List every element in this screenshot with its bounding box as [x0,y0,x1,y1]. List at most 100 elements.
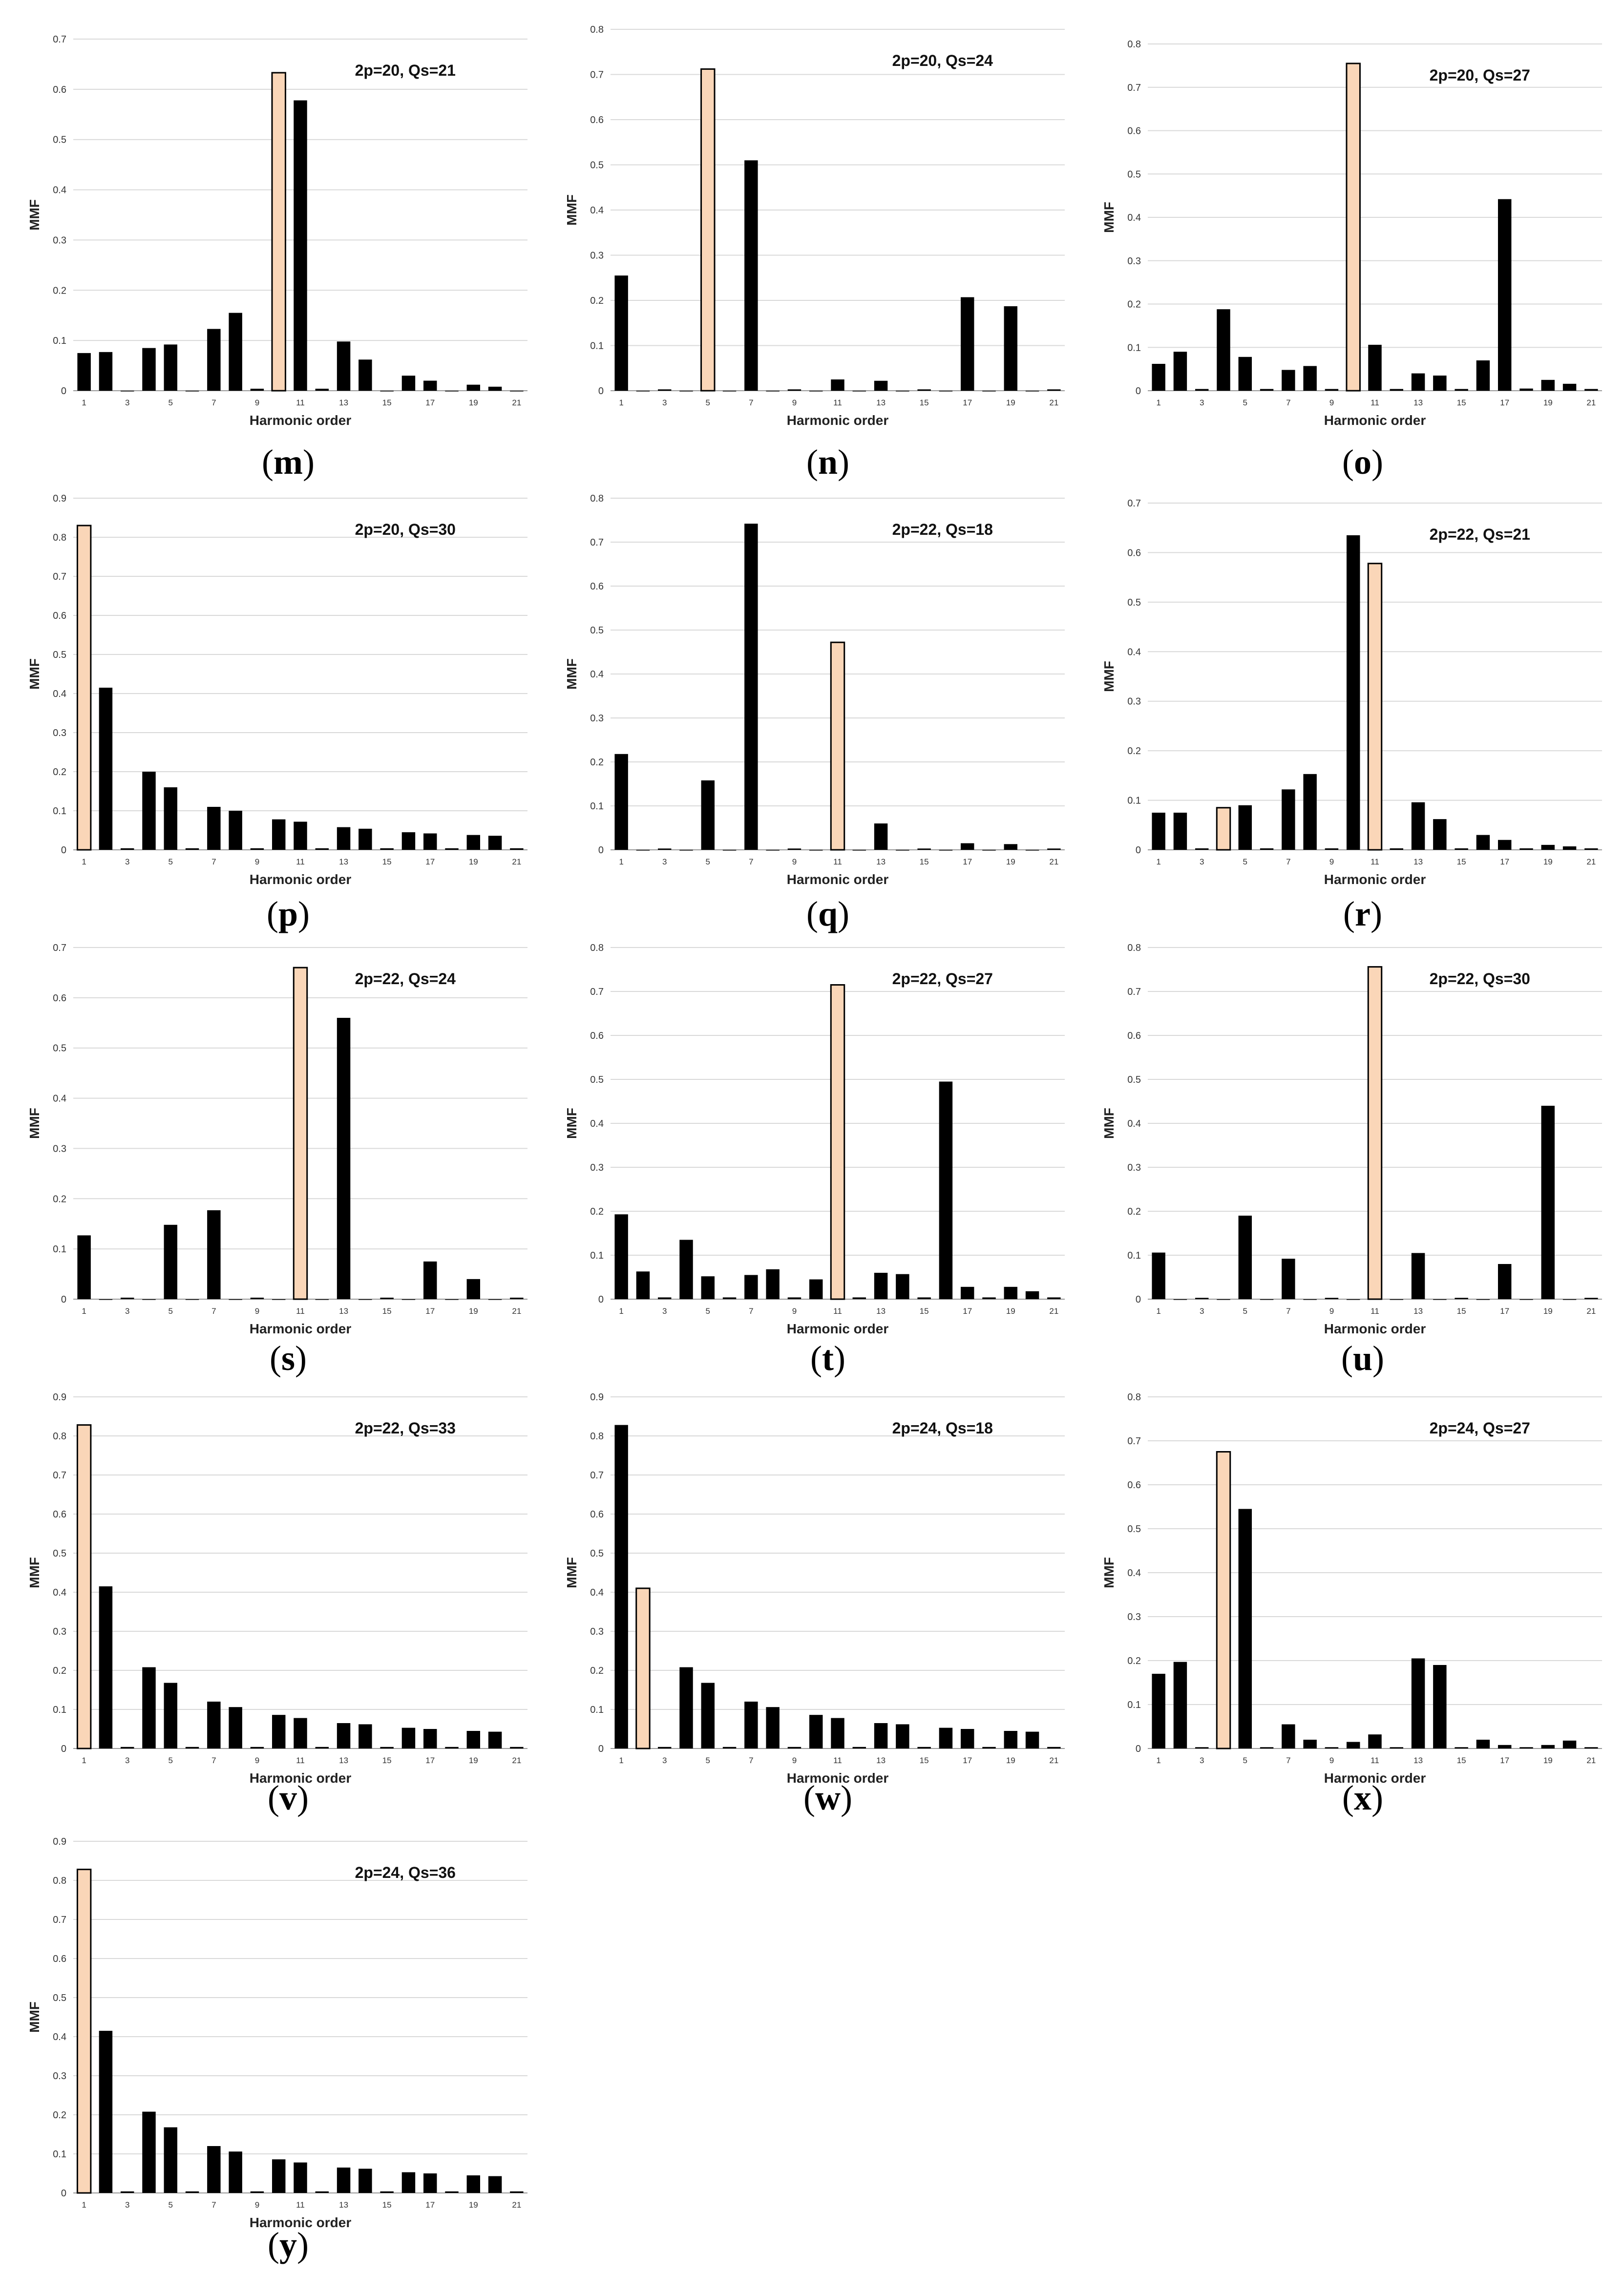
bar-harmonic-16 [1476,1299,1490,1300]
bar-harmonic-4 [142,1667,156,1748]
y-axis-label: MMF [564,658,579,690]
bar-harmonic-15 [380,2191,394,2193]
chart-annotation: 2p=20, Qs=27 [1430,66,1530,84]
bar-harmonic-5 [701,1683,715,1748]
bar-harmonic-19 [1004,844,1018,850]
bar-harmonic-15 [917,848,931,850]
bar-harmonic-8 [229,1299,242,1300]
y-tick-label: 0.6 [1127,548,1141,558]
x-tick-label: 13 [876,1306,886,1316]
y-tick-label: 0.4 [590,1118,604,1129]
bar-harmonic-3 [120,391,134,392]
bar-harmonic-17 [1497,1745,1512,1748]
bar-harmonic-18 [445,2191,459,2193]
bar-harmonic-19 [466,384,481,391]
bar-harmonic-20 [488,1299,502,1300]
bar-harmonic-1 [77,1235,91,1299]
chart-annotation: 2p=22, Qs=24 [355,970,456,988]
bar-harmonic-19 [466,2175,481,2193]
bar-harmonic-10 [272,1299,286,1300]
bar-harmonic-2 [99,352,113,391]
bar-harmonic-18 [982,391,996,392]
y-tick-label: 0 [598,1744,604,1754]
bar-harmonic-2 [636,850,650,851]
bar-harmonic-4 [679,1667,693,1748]
bar-harmonic-16 [1476,360,1490,391]
bar-harmonic-14 [359,828,372,850]
bar-harmonic-12 [315,848,329,850]
y-tick-label: 0.1 [53,1244,66,1255]
bar-harmonic-21 [1584,389,1598,391]
bar-harmonic-1 [76,1869,92,2194]
bar-harmonic-13 [337,341,351,391]
y-tick-label: 0.2 [53,2110,66,2121]
x-tick-label: 21 [1049,398,1058,407]
bar-harmonic-17 [960,1729,974,1748]
x-tick-label: 9 [255,1756,259,1765]
x-tick-label: 3 [662,1306,667,1316]
chart-svg-m: 00.10.20.30.40.50.60.71 3 5 7 9 11 13 15 17 19 21H… [27,34,527,428]
x-tick-label: 5 [1243,1306,1247,1316]
bar-harmonic-5 [164,344,178,391]
y-tick-label: 0.8 [1127,943,1141,953]
x-tick-label: 15 [920,1306,929,1316]
caption-r: (r) [1343,894,1382,933]
bar-harmonic-12 [1390,389,1404,391]
x-tick-label: 21 [512,398,521,407]
bar-harmonic-8 [766,391,780,392]
x-tick-label: 7 [749,1756,753,1765]
x-tick-label: 19 [1543,398,1553,407]
x-tick-label: 9 [1329,1756,1334,1765]
y-tick-label: 0.6 [1127,126,1141,137]
bar-harmonic-11 [831,1718,844,1748]
x-tick-label: 17 [963,398,972,407]
bar-harmonic-7 [207,329,221,391]
y-tick-label: 0.4 [1127,647,1141,657]
bar-harmonic-11 [1367,966,1383,1300]
bar-harmonic-4 [1216,807,1231,851]
bar-harmonic-15 [917,1747,931,1748]
bar-harmonic-17 [1497,199,1512,391]
bar-harmonic-8 [766,850,780,851]
y-tick-label: 0.1 [590,341,604,352]
bar-harmonic-15 [917,1297,931,1299]
bar-harmonic-17 [423,380,437,391]
caption-u: (u) [1341,1339,1384,1378]
bar-harmonic-10 [809,850,823,851]
x-tick-label: 19 [469,1306,478,1316]
y-tick-label: 0.1 [53,336,66,346]
x-tick-label: 5 [706,1306,710,1316]
bar-harmonic-11 [1368,1734,1382,1748]
chart-annotation: 2p=22, Qs=18 [892,521,993,538]
x-tick-label: 19 [1006,1756,1015,1765]
bar-harmonic-3 [1195,848,1209,850]
y-tick-label: 0.6 [53,611,66,621]
y-tick-label: 0.3 [1127,256,1141,267]
x-tick-label: 3 [662,1756,667,1765]
x-tick-label: 7 [1286,1306,1290,1316]
bar-harmonic-7 [744,160,758,391]
bar-harmonic-21 [1047,1747,1061,1748]
y-tick-label: 0 [1136,386,1141,397]
x-tick-label: 3 [662,857,667,866]
y-tick-label: 0.5 [1127,597,1141,608]
x-tick-label: 3 [662,398,667,407]
bar-harmonic-8 [1303,366,1317,391]
caption-q: (q) [806,894,849,933]
bar-harmonic-6 [1260,389,1274,391]
y-tick-label: 0.6 [590,581,604,592]
bar-harmonic-5 [1238,1216,1252,1299]
bar-harmonic-4 [1217,1299,1230,1300]
x-tick-label: 17 [1500,1306,1509,1316]
bar-harmonic-15 [380,391,394,392]
y-tick-label: 0 [598,1294,604,1305]
y-tick-label: 0.3 [1127,696,1141,707]
caption-s: (s) [270,1339,307,1378]
x-tick-label: 19 [1006,857,1015,866]
bar-harmonic-1 [1152,1252,1165,1299]
bar-harmonic-19 [466,1731,481,1748]
x-tick-label: 15 [382,1306,392,1316]
y-tick-label: 0 [61,845,66,856]
bar-harmonic-18 [1519,848,1533,850]
y-tick-label: 0.5 [53,1043,66,1054]
